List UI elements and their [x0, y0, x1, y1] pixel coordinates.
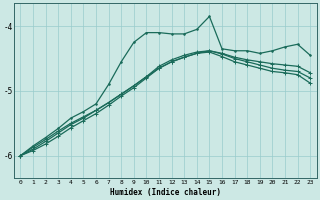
X-axis label: Humidex (Indice chaleur): Humidex (Indice chaleur) — [110, 188, 221, 197]
